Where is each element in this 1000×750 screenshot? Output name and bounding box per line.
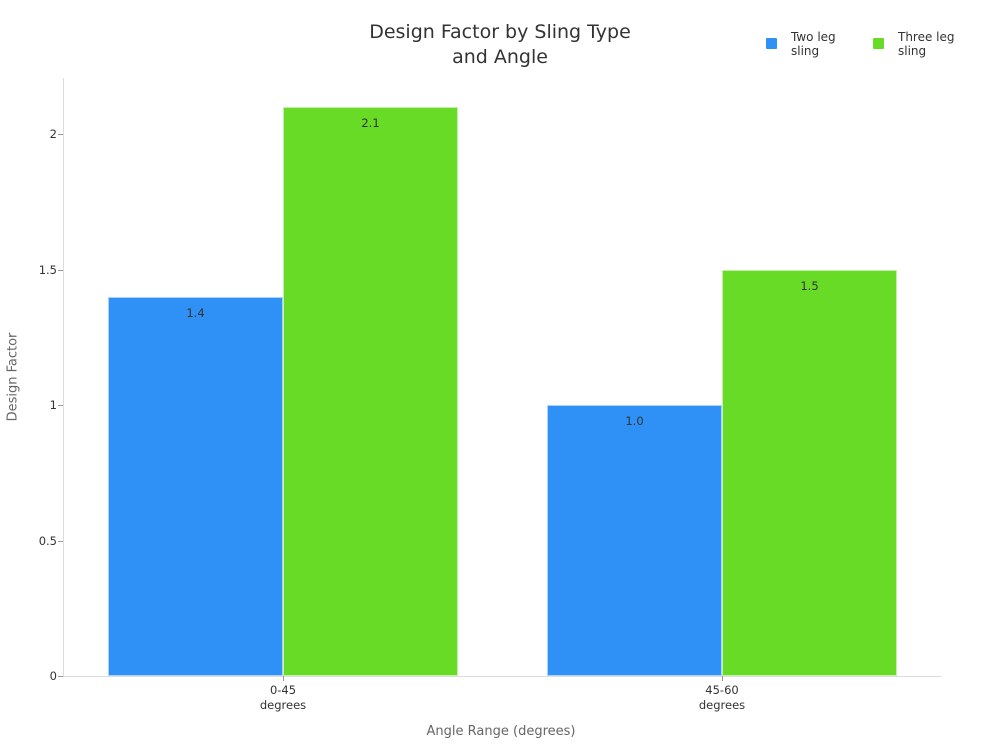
- x-tick-label: 45-60 degrees: [698, 683, 746, 712]
- legend-label: Two leg sling: [791, 30, 836, 58]
- bar-value-label: 1.5: [800, 278, 819, 293]
- legend-label: Three leg sling: [898, 30, 955, 58]
- bar-three-leg-0-45[interactable]: 2.1: [283, 106, 458, 676]
- chart-title: Design Factor by Sling Type and Angle: [300, 20, 700, 70]
- y-tick-label: 0: [49, 669, 57, 683]
- x-tick-mark: [283, 676, 284, 681]
- legend-item-three-leg-sling[interactable]: Three leg sling: [873, 30, 960, 58]
- bar-value-label: 2.1: [361, 115, 380, 130]
- bar-value-label: 1.0: [625, 414, 644, 428]
- y-tick-mark: [58, 405, 63, 406]
- x-axis-line: [63, 676, 941, 677]
- y-tick-mark: [58, 676, 63, 677]
- bar-two-leg-0-45[interactable]: 1.4: [108, 296, 283, 676]
- chart-title-line-2: and Angle: [452, 46, 548, 68]
- x-tick-mark: [722, 676, 723, 681]
- legend: Two leg sling Three leg sling: [766, 30, 960, 58]
- y-tick-label: 1: [49, 398, 57, 412]
- y-tick-label: 0.5: [38, 533, 57, 548]
- y-tick-label: 1.5: [38, 262, 57, 277]
- chart-title-line-1: Design Factor by Sling Type: [369, 21, 631, 43]
- y-axis-line: [63, 78, 64, 676]
- x-axis-label: Angle Range (degrees): [426, 724, 576, 739]
- legend-item-two-leg-sling[interactable]: Two leg sling: [766, 30, 853, 58]
- bar-two-leg-45-60[interactable]: 1.0: [547, 405, 722, 676]
- x-tick-label: 0-45 degrees: [259, 683, 307, 712]
- y-tick-label: 2: [49, 127, 57, 141]
- y-tick-mark: [58, 134, 63, 135]
- legend-swatch-two-leg-icon: [766, 38, 777, 49]
- legend-swatch-three-leg-icon: [873, 38, 884, 49]
- y-tick-mark: [58, 540, 63, 542]
- bar-value-label: 1.4: [186, 305, 205, 320]
- y-tick-mark: [58, 269, 63, 271]
- bar-three-leg-45-60[interactable]: 1.5: [722, 269, 897, 676]
